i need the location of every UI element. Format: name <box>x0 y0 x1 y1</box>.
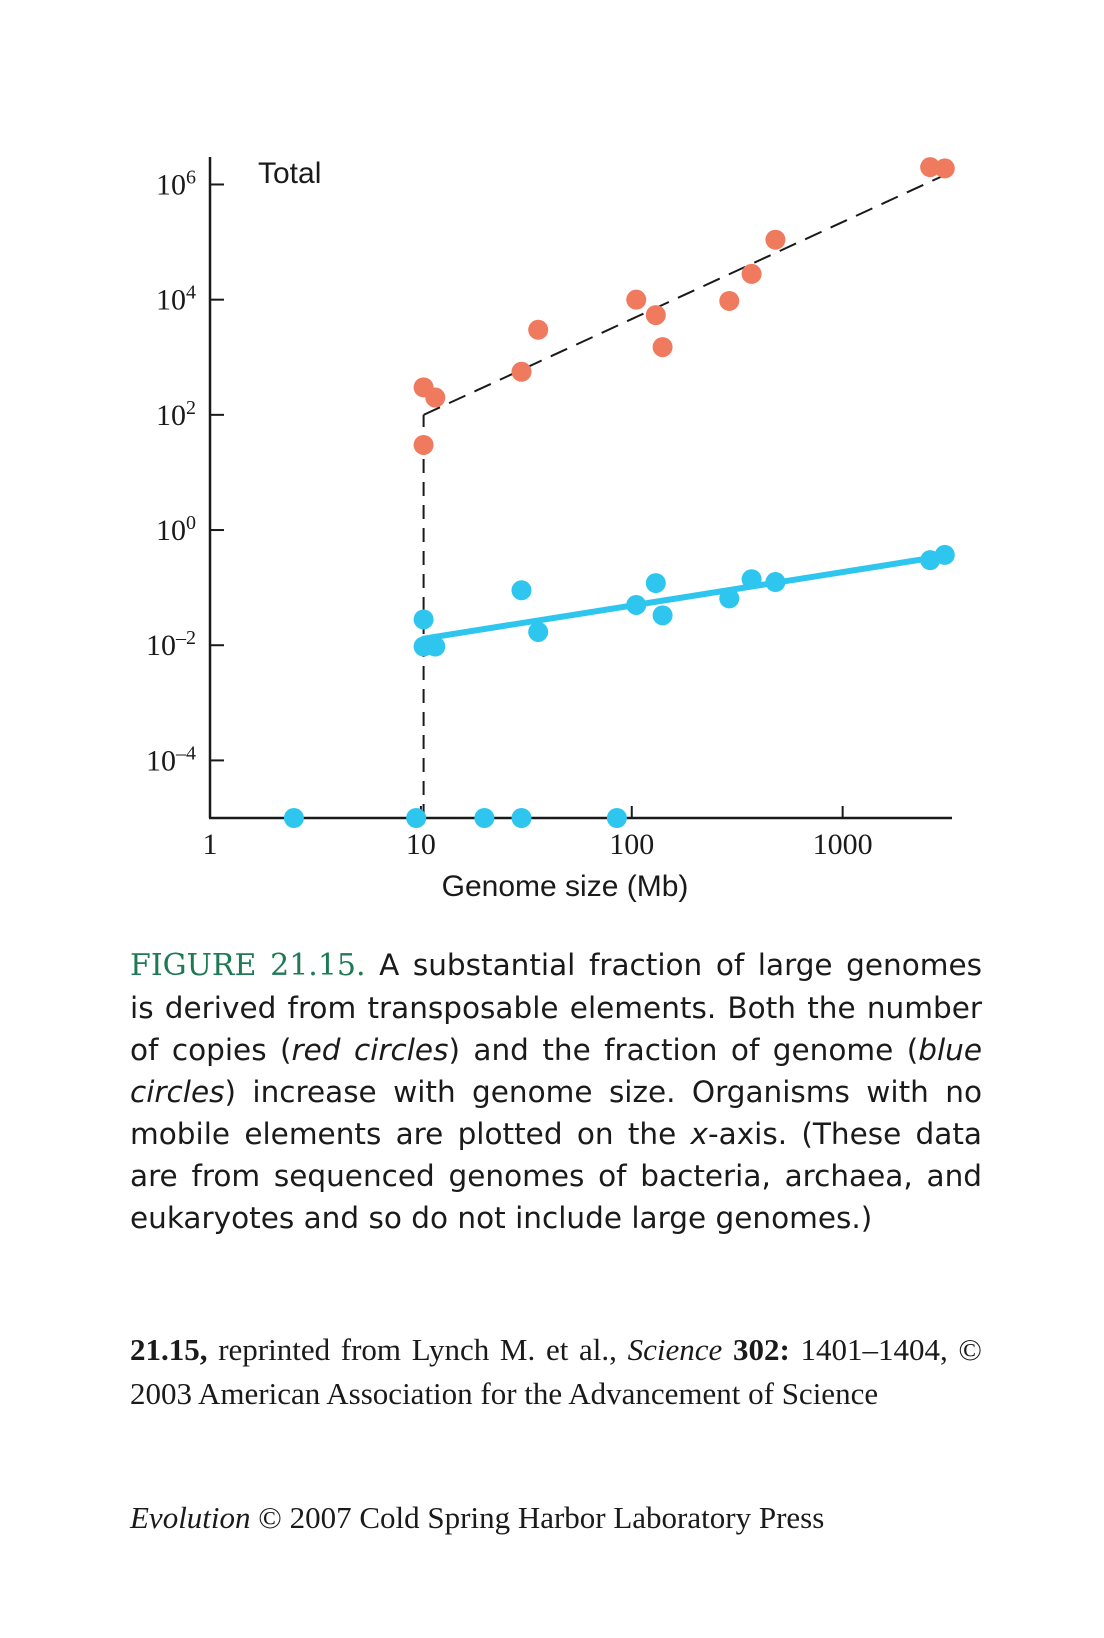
data-point-red <box>741 263 762 284</box>
y-tick-label: 102 <box>156 397 196 432</box>
x-tick-label: 10 <box>406 828 436 861</box>
y-tick-label-base: 10 <box>146 629 176 662</box>
data-point-red <box>719 290 740 311</box>
credit-text-1: reprinted from Lynch M. et al., <box>207 1332 628 1367</box>
y-tick-label-base: 10 <box>146 744 176 777</box>
data-point-blue <box>719 588 740 609</box>
data-point-blue <box>511 580 532 601</box>
data-point-on-x-axis <box>606 808 627 828</box>
fit-lines <box>420 173 950 818</box>
y-tick-label: 106 <box>156 166 196 201</box>
y-tick-label-base: 10 <box>156 514 186 547</box>
data-point-red <box>765 229 786 250</box>
data-point-blue <box>652 605 673 626</box>
data-point-on-x-axis <box>406 808 427 828</box>
caption-x-variable: x <box>690 1117 708 1151</box>
y-tick-label: 10–4 <box>146 742 196 777</box>
data-point-on-x-axis <box>283 808 304 828</box>
y-tick-label-base: 10 <box>156 284 186 317</box>
data-point-on-x-axis <box>511 808 532 828</box>
y-tick-label-exponent: –4 <box>175 742 196 764</box>
y-tick-label-exponent: 0 <box>186 512 196 534</box>
data-point-red <box>425 387 446 408</box>
credit-figure-number: 21.15, <box>130 1332 208 1367</box>
data-point-red <box>652 337 673 358</box>
y-tick-label: 104 <box>156 282 196 317</box>
y-tick-label: 100 <box>156 512 196 547</box>
x-tick-label: 1 <box>203 828 218 861</box>
x-tick-label: 100 <box>609 828 654 861</box>
data-point-red <box>934 158 955 179</box>
caption-text-2: ) and the fraction of genome ( <box>448 1033 919 1067</box>
data-point-red <box>511 361 532 382</box>
data-point-red <box>645 305 666 326</box>
caption-text-1: A substantial fraction of large genomes … <box>130 948 983 1067</box>
caption-text-3: ) increase with genome size. Organisms w… <box>130 1075 982 1151</box>
data-point-blue <box>413 609 434 630</box>
figure-label: FIGURE 21.15. <box>130 948 366 983</box>
fit-line-red <box>423 173 947 416</box>
caption-blue: blue circles <box>130 1033 983 1109</box>
figure-credit: 21.15, reprinted from Lynch M. et al., S… <box>130 1328 982 1416</box>
credit-volume: 302: <box>722 1332 790 1367</box>
data-point-on-x-axis <box>474 808 495 828</box>
data-point-red <box>626 289 647 310</box>
caption-text-4: -axis. (These data are from sequenced ge… <box>130 1117 982 1235</box>
y-tick-label-exponent: 6 <box>186 166 196 188</box>
credit-journal: Science <box>627 1332 723 1367</box>
data-point-blue <box>934 544 955 565</box>
data-point-blue <box>645 573 666 594</box>
x-tick-label: 1000 <box>813 828 873 861</box>
y-tick-label-exponent: –2 <box>175 627 196 649</box>
data-point-red <box>528 319 549 340</box>
data-point-blue <box>425 636 446 657</box>
data-point-red <box>413 434 434 455</box>
y-tick-label-base: 10 <box>156 399 186 432</box>
data-points <box>283 157 955 828</box>
credit-text-2: 1401–1404, © 2003 American Association f… <box>130 1332 982 1411</box>
footer-text: © 2007 Cold Spring Harbor Laboratory Pre… <box>250 1500 825 1535</box>
data-point-blue <box>741 569 762 590</box>
footer-book-title: Evolution <box>130 1500 251 1535</box>
y-tick-label-base: 10 <box>156 168 186 201</box>
data-point-blue <box>528 621 549 642</box>
data-point-red <box>920 157 941 178</box>
y-tick-label-exponent: 4 <box>186 282 196 304</box>
fit-line-blue <box>420 552 950 642</box>
data-point-blue <box>765 572 786 593</box>
data-point-blue <box>626 594 647 615</box>
figure-caption: FIGURE 21.15. A substantial fraction of … <box>130 944 982 1239</box>
y-tick-label-exponent: 2 <box>186 397 196 419</box>
caption-red: red circles <box>291 1033 449 1067</box>
chart-annotation: Total <box>258 157 321 190</box>
book-footer: Evolution © 2007 Cold Spring Harbor Labo… <box>130 1500 824 1536</box>
y-tick-label: 10–2 <box>146 627 196 662</box>
x-axis-title: Genome size (Mb) <box>442 870 689 903</box>
